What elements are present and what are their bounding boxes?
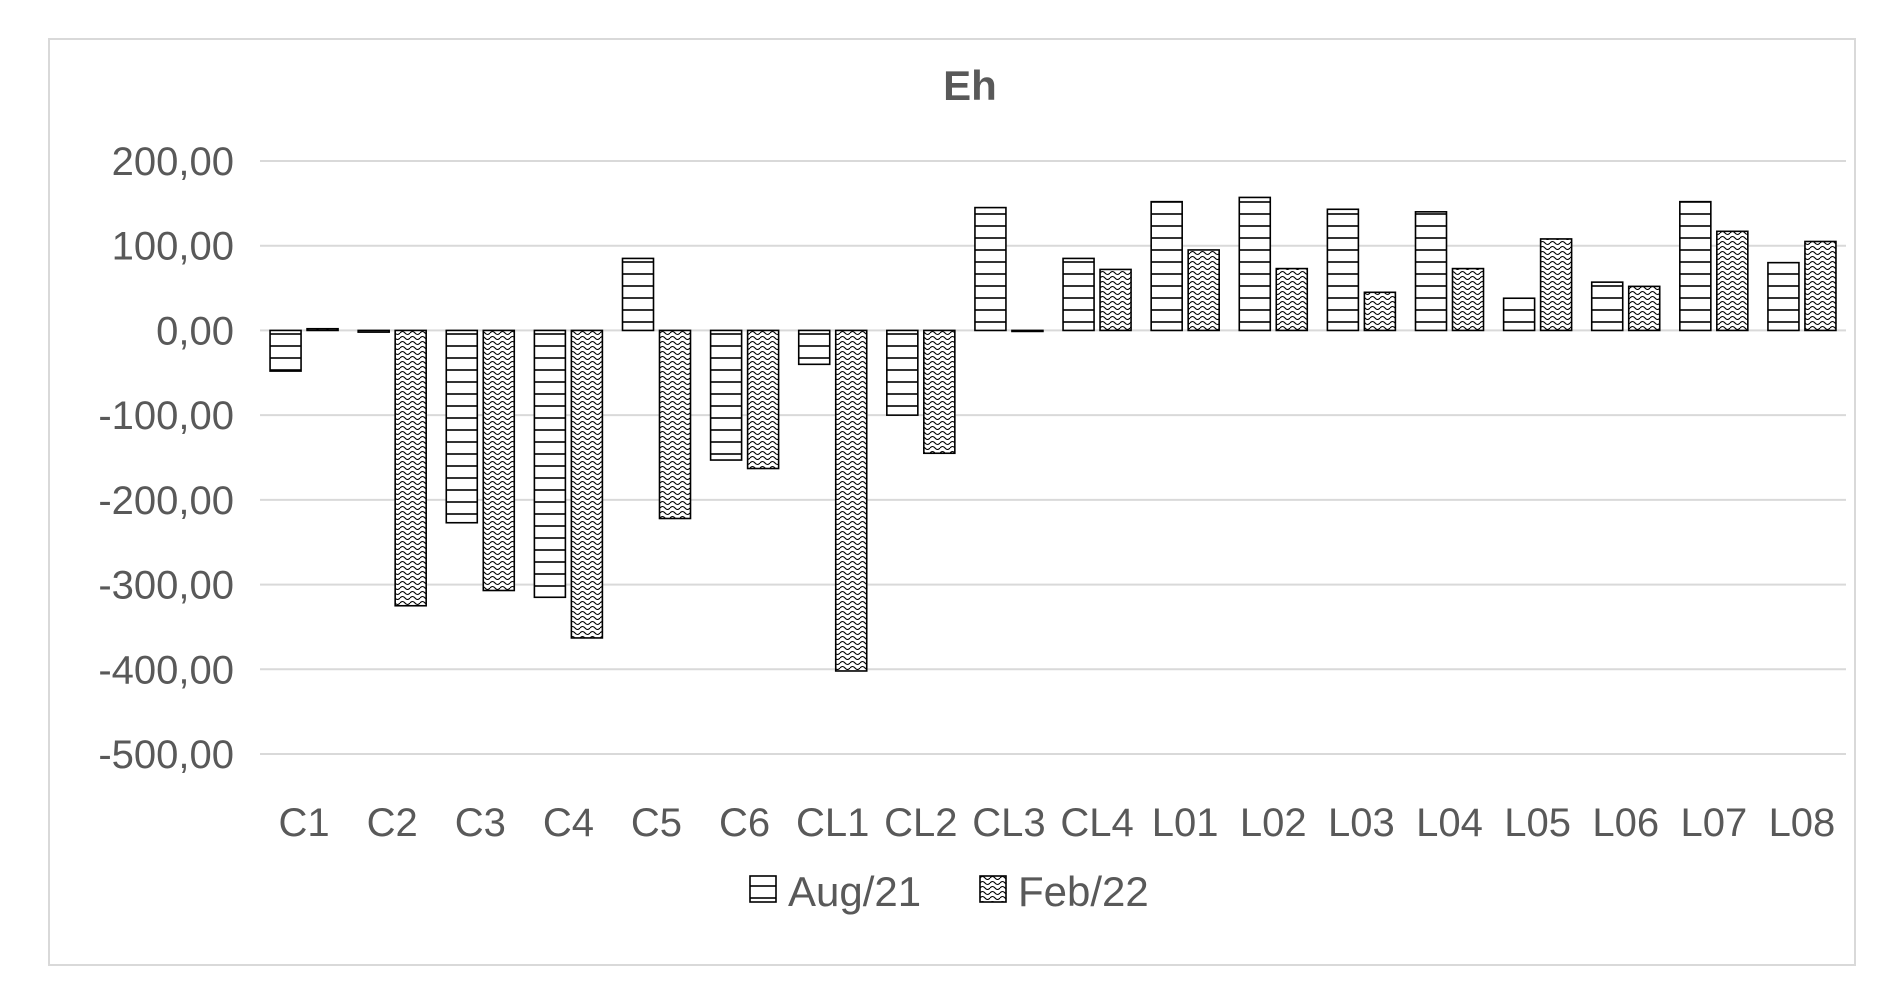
bar-Aug/21-L02	[1238, 196, 1272, 332]
chart-title: Eh	[943, 62, 997, 109]
bar-Aug/21-C4	[533, 329, 567, 599]
x-tick-label: CL1	[796, 801, 869, 845]
bar-Aug/21-L01	[1150, 200, 1183, 332]
legend: Aug/21 Feb/22	[749, 868, 1149, 915]
legend-swatch-Aug/21	[749, 875, 777, 903]
bar-Feb/22-L07	[1716, 230, 1749, 332]
legend-swatch-Feb/22	[979, 875, 1007, 903]
bar-Feb/22-L08	[1804, 240, 1837, 332]
eh-bar-chart: Eh 200,00 100,00 0,00 -100,00 -200,00 -300,00…	[98, 62, 1846, 915]
x-tick-label: C6	[719, 801, 770, 845]
bar-Feb/22-L06	[1627, 285, 1661, 332]
y-tick-label: -500,00	[98, 733, 234, 777]
bar-Feb/22-C1	[306, 327, 339, 332]
bar-Feb/22-CL1	[834, 329, 868, 672]
x-tick-label: C2	[367, 801, 418, 845]
bars	[269, 196, 1837, 672]
x-tick-label: C4	[543, 801, 594, 845]
y-tick-label: -300,00	[98, 564, 234, 608]
chart-frame: Eh 200,00 100,00 0,00 -100,00 -200,00 -300,00…	[48, 38, 1856, 966]
legend-label: Feb/22	[1018, 868, 1149, 915]
y-tick-label: -400,00	[98, 648, 234, 692]
x-tick-label: L02	[1240, 801, 1307, 845]
x-tick-label: L04	[1416, 801, 1483, 845]
x-tick-label: CL3	[972, 801, 1045, 845]
bar-Feb/22-L02	[1275, 267, 1309, 332]
legend-label: Aug/21	[788, 868, 921, 915]
bar-Aug/21-L03	[1326, 208, 1360, 332]
bar-Aug/21-L08	[1767, 261, 1800, 332]
x-axis-tick-labels: C1 C2 C3 C4 C5 C6 CL1 CL2 CL3 CL4 L01 L02 L03 L04 L05 L…	[278, 801, 1835, 845]
bar-Aug/21-CL4	[1062, 257, 1095, 332]
x-tick-label: L06	[1592, 801, 1659, 845]
bar-Feb/22-C4	[570, 329, 604, 639]
bar-Feb/22-CL3	[1011, 329, 1044, 333]
x-tick-label: L08	[1769, 801, 1836, 845]
y-tick-label: 200,00	[112, 140, 234, 184]
bar-Feb/22-L03	[1363, 291, 1397, 332]
x-tick-label: CL2	[884, 801, 957, 845]
bar-Feb/22-C2	[394, 329, 427, 607]
bar-Feb/22-L05	[1539, 238, 1573, 332]
bar-Feb/22-CL2	[923, 329, 956, 455]
bar-Aug/21-C1	[269, 329, 302, 372]
x-tick-label: CL4	[1060, 801, 1133, 845]
x-tick-label: C5	[631, 801, 682, 845]
bar-Feb/22-C3	[482, 329, 516, 592]
bar-Aug/21-L05	[1502, 297, 1536, 332]
bar-Aug/21-L04	[1414, 211, 1448, 332]
bar-Feb/22-C6	[746, 329, 780, 470]
bar-Aug/21-L06	[1590, 281, 1624, 332]
gridlines	[260, 160, 1846, 755]
bar-Aug/21-C2	[357, 329, 390, 333]
bar-Aug/21-C3	[445, 329, 479, 524]
y-axis-tick-labels: 200,00 100,00 0,00 -100,00 -200,00 -300,00 -40…	[98, 140, 234, 777]
bar-Feb/22-L04	[1451, 267, 1485, 332]
x-tick-label: L03	[1328, 801, 1395, 845]
y-tick-label: -100,00	[98, 394, 234, 438]
bar-Feb/22-C5	[658, 329, 692, 520]
x-tick-label: L05	[1504, 801, 1571, 845]
bar-Aug/21-CL1	[797, 329, 831, 366]
bar-Aug/21-C5	[621, 257, 655, 332]
bar-Aug/21-L07	[1679, 200, 1712, 332]
bar-Aug/21-CL3	[974, 206, 1007, 332]
y-tick-label: 0,00	[156, 309, 234, 353]
bar-Aug/21-CL2	[886, 329, 919, 416]
bar-Feb/22-L01	[1187, 249, 1220, 332]
bar-Feb/22-CL4	[1099, 268, 1132, 332]
x-tick-label: L07	[1680, 801, 1747, 845]
bar-Aug/21-C6	[709, 329, 743, 461]
y-tick-label: 100,00	[112, 225, 234, 269]
x-tick-label: C1	[278, 801, 329, 845]
x-tick-label: C3	[455, 801, 506, 845]
y-tick-label: -200,00	[98, 479, 234, 523]
x-tick-label: L01	[1152, 801, 1219, 845]
